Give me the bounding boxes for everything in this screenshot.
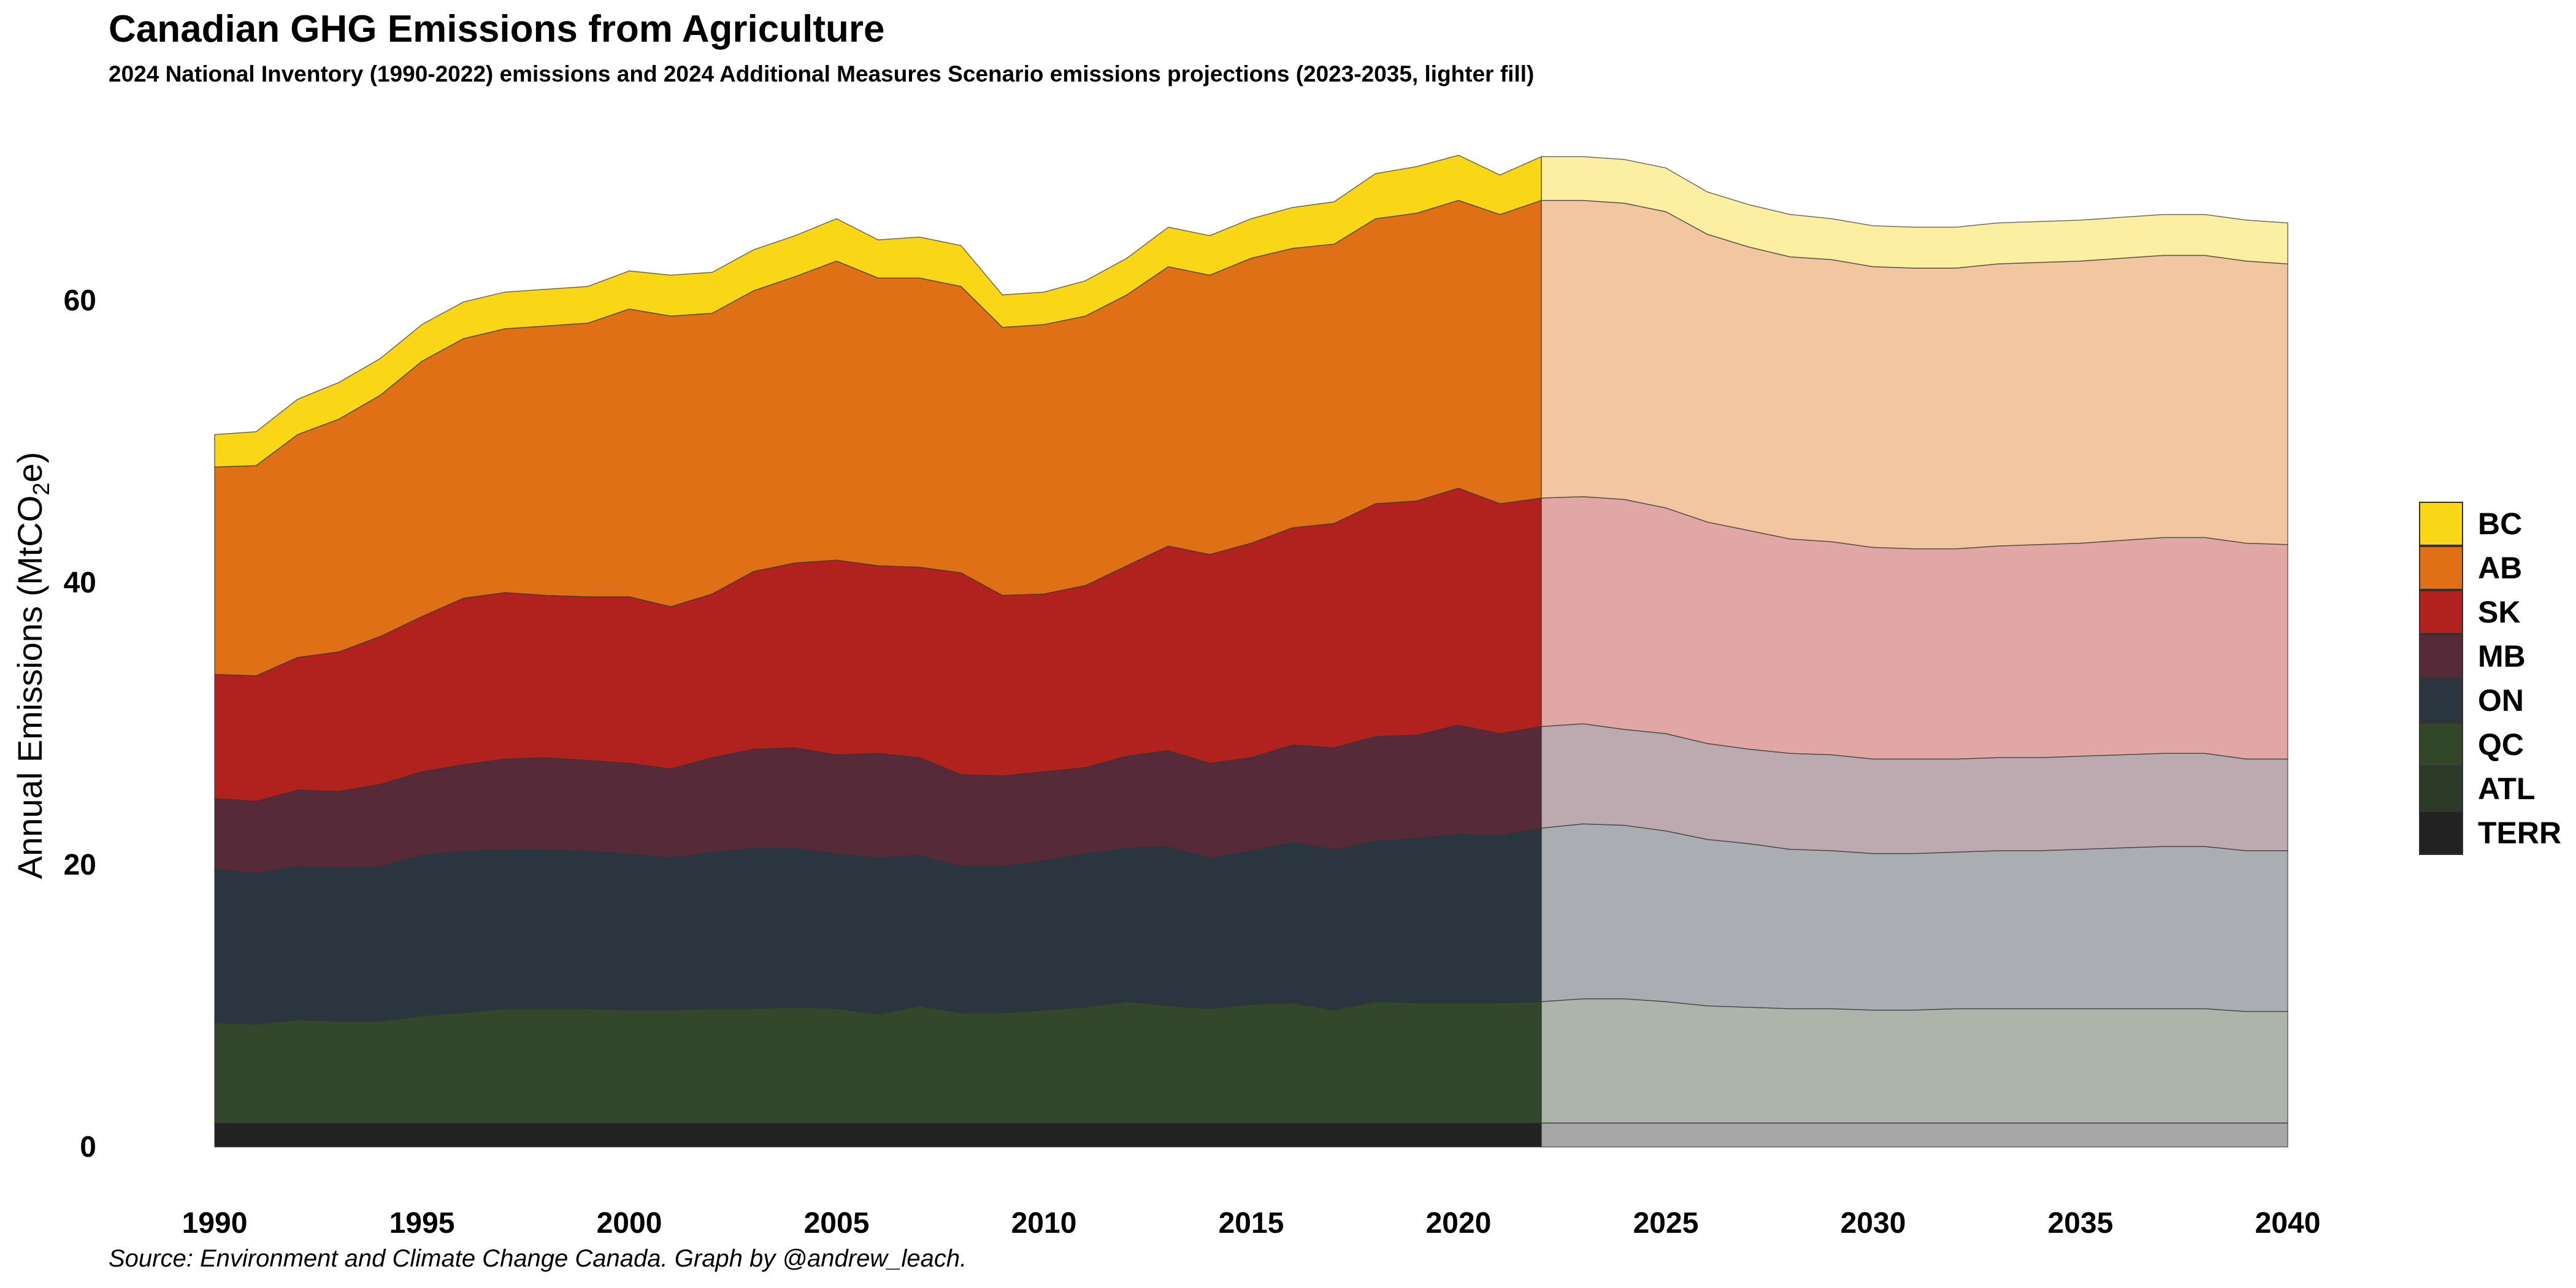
legend-item-qc: QC [2419,723,2561,767]
legend-label: BC [2478,507,2523,541]
legend-swatch [2419,723,2463,767]
legend-swatch [2419,634,2463,678]
legend-swatch [2419,546,2463,590]
legend-label: TERR [2478,816,2562,850]
area-qc-projection [1541,998,2288,1124]
chart-areas [214,155,2288,1148]
legend-label: ON [2478,683,2524,718]
legend-label: ATL [2478,772,2536,806]
x-tick-label: 2030 [1841,1207,1906,1240]
x-tick-label: 1990 [182,1207,248,1240]
x-tick-label: 2040 [2255,1207,2321,1240]
legend-swatch [2419,590,2463,634]
x-tick-label: 2000 [597,1207,662,1240]
area-bc-projection [1541,156,2288,269]
chart-subtitle: 2024 National Inventory (1990-2022) emis… [109,61,1535,86]
legend-item-terr: TERR [2419,811,2561,855]
area-terr-history [214,1122,1542,1148]
legend: BC AB SK MB ON QC ATL TERR [2419,502,2561,855]
chart-title: Canadian GHG Emissions from Agriculture [109,8,885,50]
x-tick-label: 2015 [1219,1207,1284,1240]
legend-label: MB [2478,639,2526,673]
legend-swatch [2419,811,2463,855]
area-qc-history [214,1001,1542,1124]
legend-item-on: ON [2419,678,2561,723]
x-tick-label: 2035 [2048,1207,2114,1240]
y-tick-label: 60 [64,285,96,317]
y-axis-label: Annual Emissions (MtCO2e) [10,452,55,879]
legend-label: AB [2478,551,2523,585]
x-tick-label: 1995 [389,1207,455,1240]
y-tick-label: 40 [64,567,96,599]
legend-item-mb: MB [2419,634,2561,678]
legend-swatch [2419,678,2463,723]
legend-item-sk: SK [2419,590,2561,634]
legend-item-bc: BC [2419,502,2561,546]
y-tick-label: 20 [64,849,96,881]
legend-label: QC [2478,727,2524,762]
x-tick-label: 2010 [1011,1207,1077,1240]
legend-swatch [2419,767,2463,811]
legend-item-ab: AB [2419,546,2561,590]
legend-swatch [2419,502,2463,546]
x-tick-label: 2005 [804,1207,870,1240]
area-terr-projection [1541,1122,2288,1148]
x-tick-label: 2025 [1633,1207,1699,1240]
source-caption: Source: Environment and Climate Change C… [109,1245,967,1272]
x-tick-labels: 1990 1995 2000 2005 2010 2015 2020 2025 2030 2035… [182,1207,2321,1240]
y-tick-label: 0 [80,1131,96,1163]
legend-label: SK [2478,595,2521,629]
y-tick-labels: 0 20 40 60 [64,285,96,1163]
legend-item-atl: ATL [2419,767,2561,811]
x-tick-label: 2020 [1426,1207,1492,1240]
